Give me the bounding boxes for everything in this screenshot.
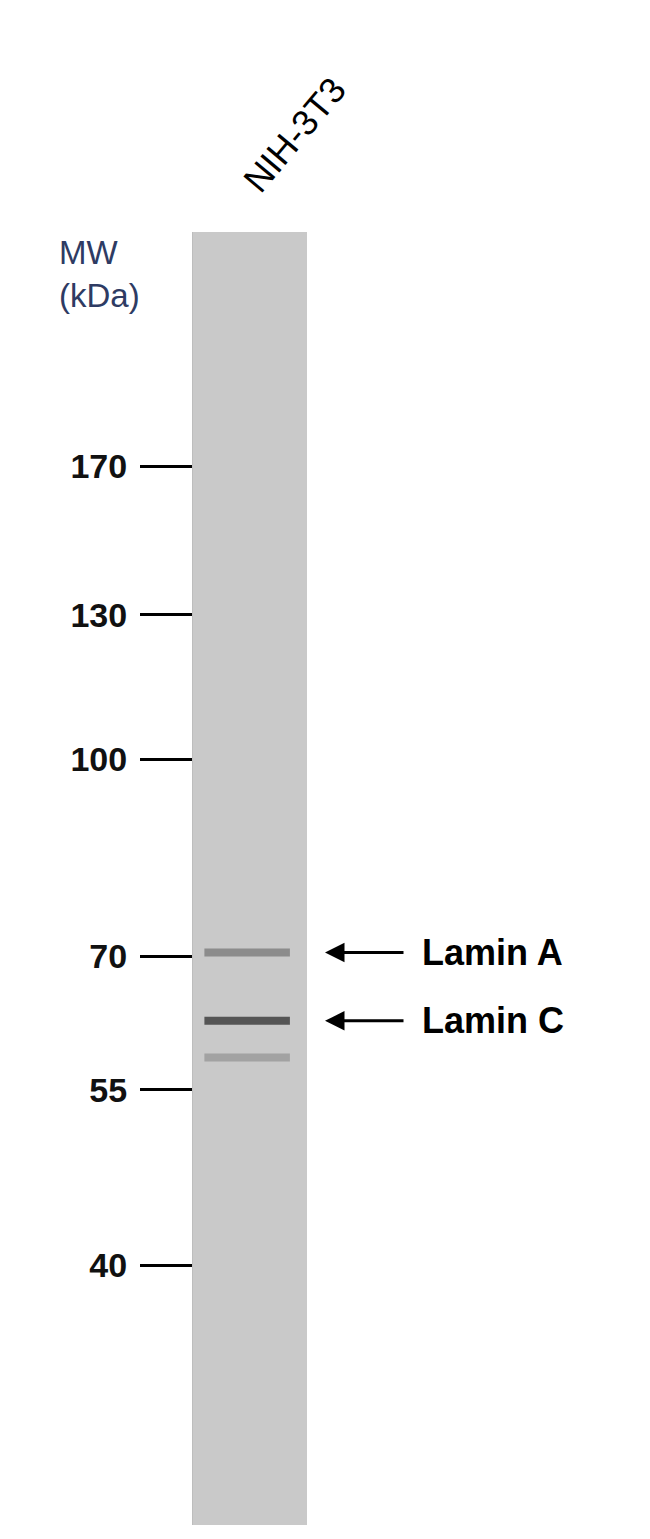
svg-text:100: 100 xyxy=(70,740,127,778)
svg-text:40: 40 xyxy=(89,1246,127,1284)
svg-text:MW(kDa): MW(kDa) xyxy=(59,234,140,314)
svg-text:170: 170 xyxy=(70,447,127,485)
svg-text:NIH-3T3: NIH-3T3 xyxy=(235,69,354,200)
svg-text:55: 55 xyxy=(89,1071,127,1109)
svg-text:Lamin A: Lamin A xyxy=(422,932,563,973)
svg-text:70: 70 xyxy=(89,937,127,975)
svg-text:Lamin C: Lamin C xyxy=(422,1000,564,1041)
svg-text:130: 130 xyxy=(70,596,127,634)
